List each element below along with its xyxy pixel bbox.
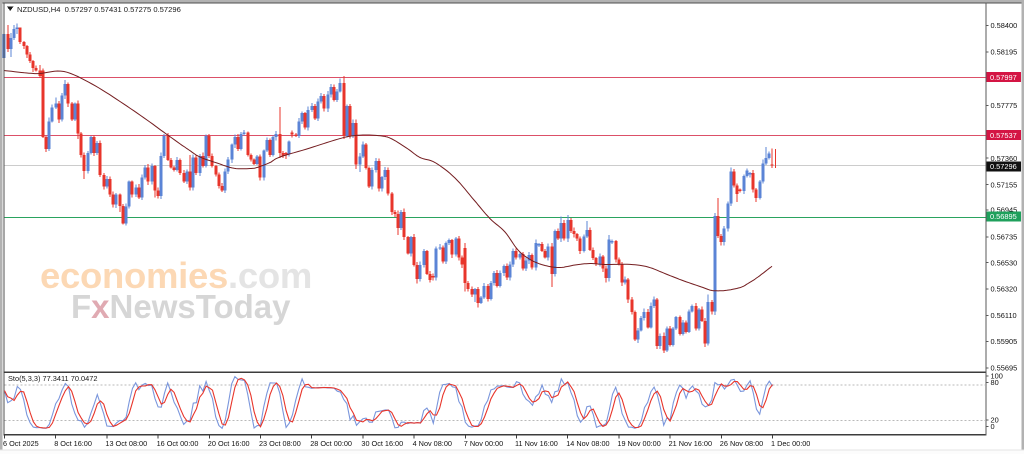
svg-text:16 Oct 00:00: 16 Oct 00:00 bbox=[157, 439, 199, 448]
svg-text:0.56735: 0.56735 bbox=[991, 233, 1018, 242]
svg-text:26 Nov 08:00: 26 Nov 08:00 bbox=[720, 439, 763, 448]
svg-text:0.55695: 0.55695 bbox=[991, 364, 1018, 373]
svg-text:21 Nov 16:00: 21 Nov 16:00 bbox=[669, 439, 712, 448]
svg-text:7 Nov 00:00: 7 Nov 00:00 bbox=[464, 439, 503, 448]
svg-text:20: 20 bbox=[991, 415, 999, 424]
svg-text:0.57997: 0.57997 bbox=[990, 73, 1017, 82]
svg-text:0.56945: 0.56945 bbox=[991, 206, 1018, 215]
svg-text:30 Oct 16:00: 30 Oct 16:00 bbox=[361, 439, 403, 448]
svg-text:13 Oct 08:00: 13 Oct 08:00 bbox=[105, 439, 147, 448]
svg-text:8 Oct 16:00: 8 Oct 16:00 bbox=[54, 439, 92, 448]
svg-text:80: 80 bbox=[991, 378, 999, 387]
svg-text:23 Oct 08:00: 23 Oct 08:00 bbox=[259, 439, 301, 448]
svg-text:4 Nov 08:00: 4 Nov 08:00 bbox=[413, 439, 452, 448]
svg-text:0: 0 bbox=[991, 422, 995, 431]
svg-text:0.55905: 0.55905 bbox=[991, 337, 1018, 346]
svg-text:0.57296: 0.57296 bbox=[990, 162, 1017, 171]
svg-text:0.57360: 0.57360 bbox=[991, 154, 1018, 163]
svg-text:28 Oct 00:00: 28 Oct 00:00 bbox=[310, 439, 352, 448]
svg-text:economies.com: economies.com bbox=[40, 255, 312, 296]
svg-text:1 Dec 00:00: 1 Dec 00:00 bbox=[771, 439, 810, 448]
svg-text:100: 100 bbox=[991, 371, 1003, 380]
svg-text:0.58195: 0.58195 bbox=[991, 48, 1018, 57]
svg-text:0.57775: 0.57775 bbox=[991, 101, 1018, 110]
svg-text:20 Oct 16:00: 20 Oct 16:00 bbox=[208, 439, 250, 448]
svg-text:0.58400: 0.58400 bbox=[991, 21, 1018, 30]
svg-text:6 Oct 2025: 6 Oct 2025 bbox=[3, 439, 39, 448]
svg-text:0.56895: 0.56895 bbox=[990, 212, 1017, 221]
svg-text:14 Nov 08:00: 14 Nov 08:00 bbox=[566, 439, 609, 448]
svg-text:0.57155: 0.57155 bbox=[991, 180, 1018, 189]
svg-text:19 Nov 00:00: 19 Nov 00:00 bbox=[617, 439, 660, 448]
svg-text:11 Nov 16:00: 11 Nov 16:00 bbox=[515, 439, 558, 448]
svg-text:0.56320: 0.56320 bbox=[991, 285, 1018, 294]
svg-text:NZDUSD,H4 0.57297 0.57431 0.5: NZDUSD,H4 0.57297 0.57431 0.57275 0.5729… bbox=[17, 5, 181, 14]
svg-text:FxNewsToday: FxNewsToday bbox=[71, 288, 291, 325]
svg-text:Sto(5,3,3) 77.3411 70.0472: Sto(5,3,3) 77.3411 70.0472 bbox=[8, 374, 97, 383]
svg-text:0.56530: 0.56530 bbox=[991, 258, 1018, 267]
svg-text:0.56110: 0.56110 bbox=[991, 311, 1017, 320]
svg-text:0.57537: 0.57537 bbox=[990, 131, 1017, 140]
